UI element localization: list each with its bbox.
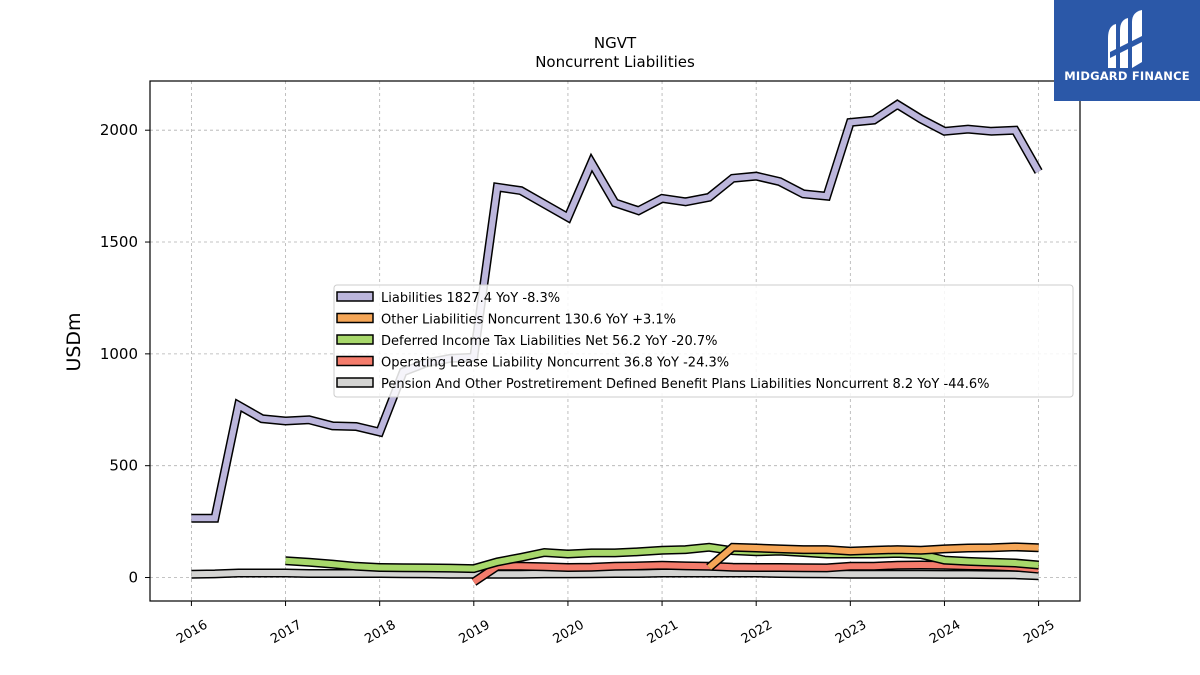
x-tick-label: 2016 bbox=[174, 618, 210, 648]
legend: Liabilities 1827.4 YoY -8.3% Other Liabil… bbox=[333, 284, 1074, 398]
series-line bbox=[191, 99, 1043, 523]
legend-swatch bbox=[336, 377, 374, 388]
y-tick-label: 1500 bbox=[100, 233, 138, 251]
y-tick-label: 1000 bbox=[100, 345, 138, 363]
y-tick-label: 500 bbox=[109, 457, 138, 475]
x-tick-label: 2022 bbox=[739, 618, 775, 648]
x-tick-label: 2024 bbox=[927, 618, 963, 648]
legend-swatch bbox=[336, 312, 374, 324]
series-line bbox=[706, 542, 1039, 571]
series-lines bbox=[191, 99, 1043, 586]
legend-entry: Deferred Income Tax Liabilities Net 56.2… bbox=[381, 334, 717, 349]
legend-entry: Liabilities 1827.4 YoY -8.3% bbox=[381, 291, 560, 306]
legend-swatch bbox=[336, 355, 374, 367]
legend-swatch bbox=[336, 291, 374, 302]
x-tick-label: 2018 bbox=[362, 618, 398, 648]
y-axis-label: USDm bbox=[63, 312, 85, 371]
legend-entry: Pension And Other Postretirement Defined… bbox=[381, 377, 990, 392]
series-line-fill bbox=[191, 100, 1042, 522]
legend-entry: Operating Lease Liability Noncurrent 36.… bbox=[381, 356, 729, 371]
x-tick-label: 2019 bbox=[456, 618, 492, 648]
y-tick-label: 0 bbox=[128, 569, 138, 587]
plot-frame bbox=[149, 80, 1081, 602]
chart-subtitle: Noncurrent Liabilities bbox=[535, 53, 695, 71]
legend-entry: Other Liabilities Noncurrent 130.6 YoY +… bbox=[381, 313, 676, 328]
series-line-fill bbox=[707, 543, 1039, 570]
x-tick-label: 2021 bbox=[645, 618, 681, 648]
x-tick-label: 2025 bbox=[1021, 618, 1057, 648]
brand-logo: MIDGARD FINANCE bbox=[1054, 0, 1200, 101]
x-tick-label: 2023 bbox=[833, 618, 869, 648]
chart-title: NGVT bbox=[594, 34, 637, 52]
series-line bbox=[471, 560, 1039, 586]
logo-mark-icon bbox=[1108, 10, 1146, 68]
x-tick-label: 2020 bbox=[551, 618, 587, 648]
series-line-fill bbox=[472, 561, 1039, 585]
series-line-fill bbox=[191, 570, 1039, 579]
y-tick-label: 2000 bbox=[100, 121, 138, 139]
legend-box bbox=[333, 284, 1074, 398]
x-tick-label: 2017 bbox=[268, 618, 304, 648]
logo-text: MIDGARD FINANCE bbox=[1064, 69, 1190, 83]
legend-swatch bbox=[336, 334, 374, 345]
series-line bbox=[191, 568, 1039, 581]
